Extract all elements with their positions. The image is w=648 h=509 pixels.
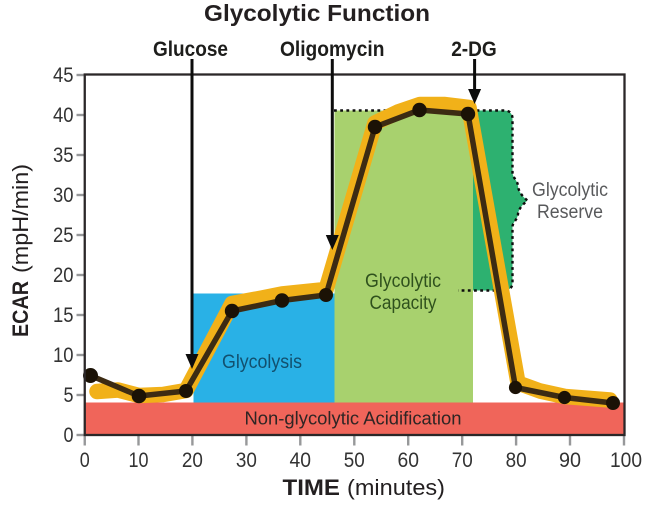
svg-text:50: 50 <box>344 449 365 472</box>
svg-text:Glycolytic: Glycolytic <box>365 271 441 292</box>
svg-text:40: 40 <box>53 104 74 127</box>
svg-text:Reserve: Reserve <box>537 202 603 223</box>
svg-text:TIME: TIME <box>283 475 341 500</box>
svg-text:20: 20 <box>53 264 74 287</box>
svg-text:40: 40 <box>290 449 312 472</box>
svg-text:Capacity: Capacity <box>370 293 437 314</box>
svg-text:35: 35 <box>53 144 74 167</box>
svg-text:30: 30 <box>236 449 257 472</box>
svg-text:Glycolysis: Glycolysis <box>222 352 302 373</box>
svg-text:5: 5 <box>64 384 74 407</box>
svg-text:10: 10 <box>129 449 149 472</box>
svg-text:80: 80 <box>506 449 527 472</box>
svg-text:0: 0 <box>64 424 74 447</box>
svg-text:0: 0 <box>80 449 90 472</box>
svg-text:(mpH/min): (mpH/min) <box>8 164 33 273</box>
svg-text:Non-glycolytic Acidification: Non-glycolytic Acidification <box>245 408 462 429</box>
svg-text:25: 25 <box>53 224 74 247</box>
svg-text:Glycolytic Function: Glycolytic Function <box>204 0 430 26</box>
svg-text:10: 10 <box>53 344 74 367</box>
svg-text:100: 100 <box>610 449 642 472</box>
svg-text:45: 45 <box>53 64 74 87</box>
svg-text:60: 60 <box>397 449 419 472</box>
svg-text:30: 30 <box>53 184 74 207</box>
svg-text:(minutes): (minutes) <box>347 475 445 500</box>
svg-text:Glycolytic: Glycolytic <box>532 180 608 201</box>
svg-text:Glucose: Glucose <box>153 38 228 61</box>
svg-text:90: 90 <box>559 449 581 472</box>
svg-text:15: 15 <box>53 304 74 327</box>
svg-text:ECAR: ECAR <box>8 281 33 337</box>
svg-text:20: 20 <box>182 449 203 472</box>
svg-text:Oligomycin: Oligomycin <box>280 38 385 61</box>
svg-text:70: 70 <box>452 449 473 472</box>
svg-text:2-DG: 2-DG <box>451 38 497 61</box>
